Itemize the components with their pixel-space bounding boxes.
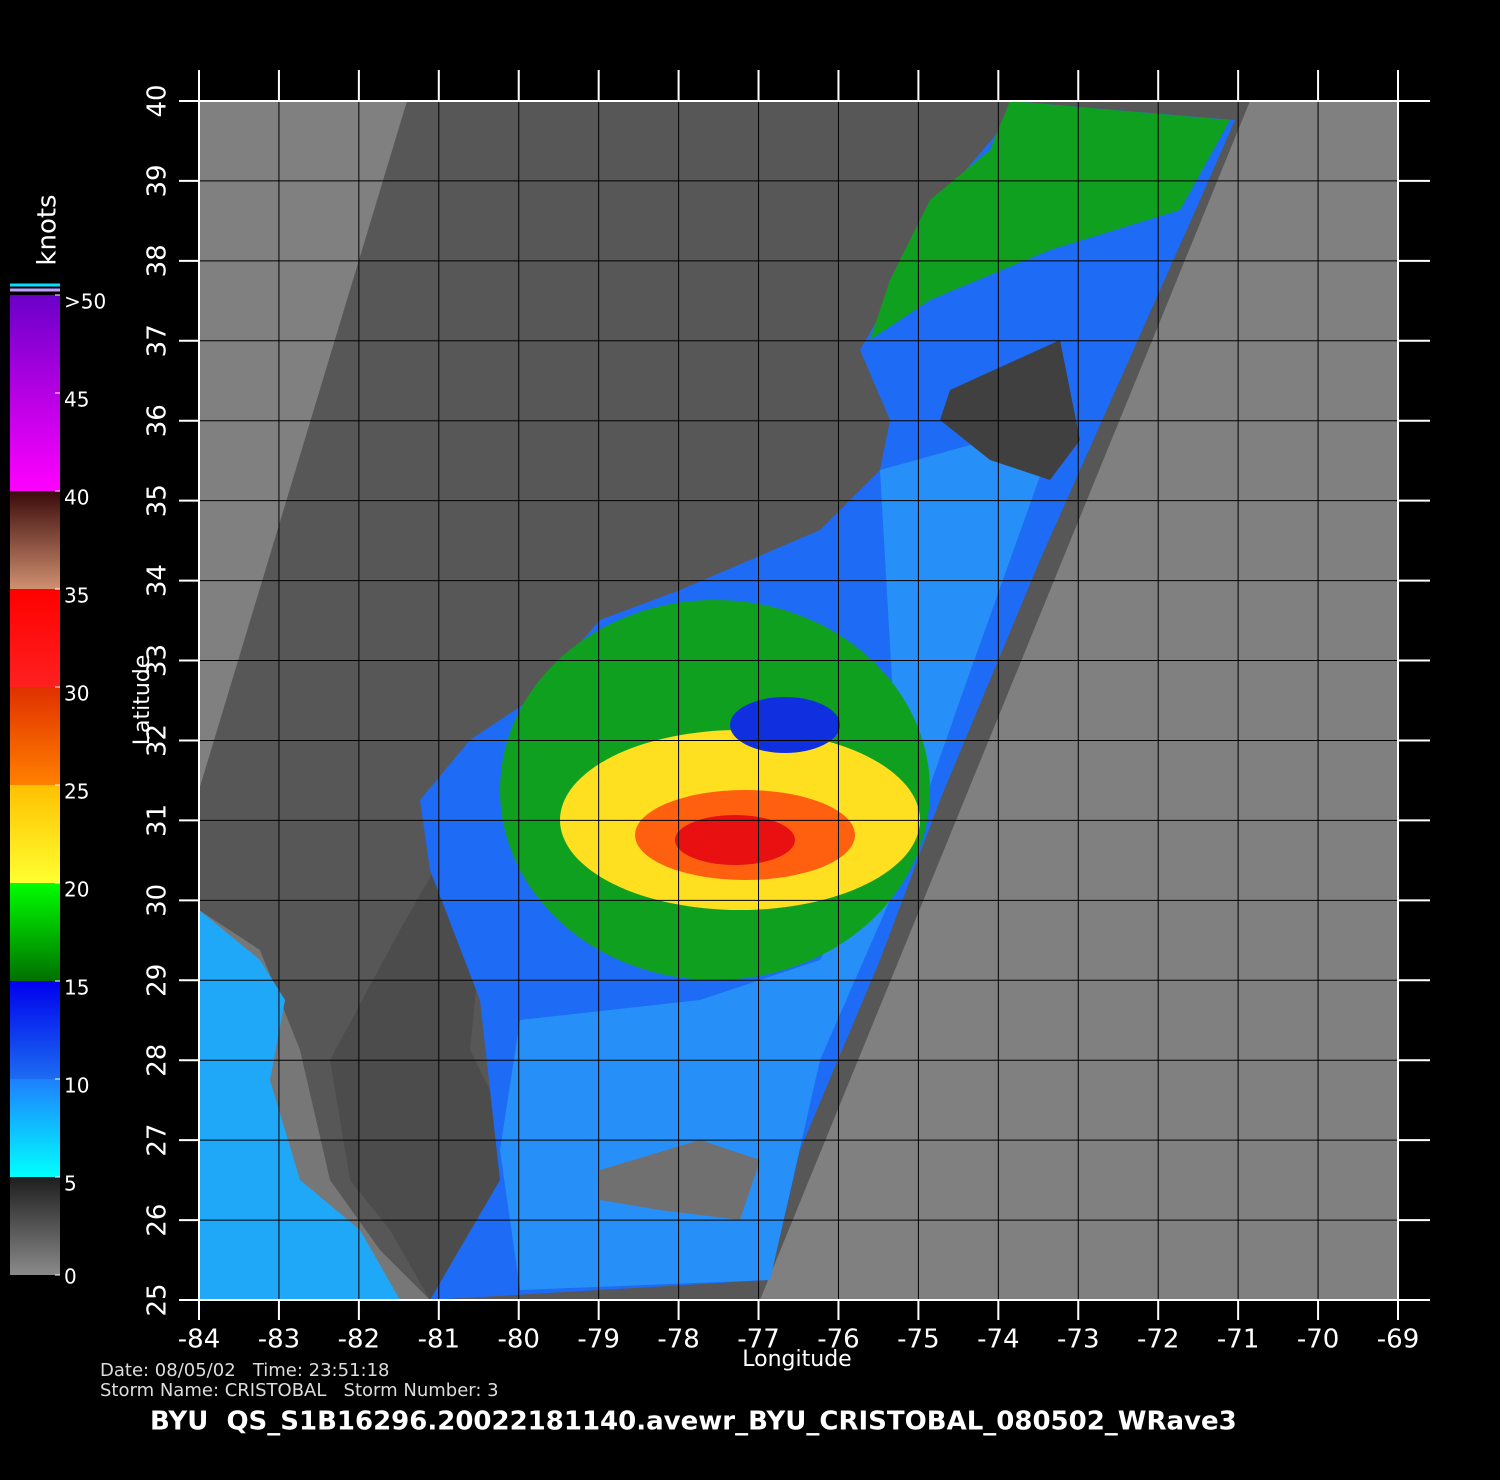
x-tick-label: -74 <box>977 1325 1019 1355</box>
x-tick-label: -75 <box>897 1325 939 1355</box>
x-tick-label: -69 <box>1377 1325 1419 1355</box>
colorbar-label: 5 <box>64 1172 77 1196</box>
y-tick-label: 36 <box>143 404 173 437</box>
x-tick-label: -84 <box>178 1325 220 1355</box>
colorbar <box>10 295 60 1275</box>
colorbar-label: >50 <box>64 290 106 314</box>
colorbar-unit: knots <box>33 194 63 265</box>
y-tick-label: 32 <box>143 724 173 757</box>
calm-patch <box>940 340 1080 480</box>
storm-peak <box>675 815 795 865</box>
y-tick-label: 38 <box>143 244 173 277</box>
colorbar-label: 15 <box>64 976 89 1000</box>
y-tick-label: 29 <box>143 964 173 997</box>
y-tick-label: 35 <box>143 484 173 517</box>
y-tick-label: 34 <box>143 564 173 597</box>
colorbar-label: 30 <box>64 682 89 706</box>
colorbar-label: 45 <box>64 388 89 412</box>
colorbar-label: 35 <box>64 584 89 608</box>
x-tick-label: -79 <box>577 1325 619 1355</box>
gulf-winds <box>199 910 400 1300</box>
bahamas <box>600 1140 760 1220</box>
colorbar-label: 0 <box>64 1265 77 1289</box>
x-tick-label: -71 <box>1217 1325 1259 1355</box>
product-title: BYU QS_S1B16296.20022181140.avewr_BYU_CR… <box>150 1407 1237 1437</box>
light-winds <box>500 420 1060 1290</box>
colorbar-label: 25 <box>64 780 89 804</box>
y-axis-label: Latitude <box>130 655 155 746</box>
x-tick-label: -81 <box>418 1325 460 1355</box>
y-tick-label: 26 <box>143 1204 173 1237</box>
y-tick-label: 33 <box>143 644 173 677</box>
x-tick-label: -82 <box>338 1325 380 1355</box>
y-tick-label: 25 <box>143 1283 173 1316</box>
storm-eye <box>730 697 840 753</box>
plot-frame <box>198 100 1399 1301</box>
x-tick-label: -73 <box>1057 1325 1099 1355</box>
x-axis-label: Longitude <box>742 1347 851 1372</box>
y-tick-label: 37 <box>143 324 173 357</box>
x-tick-label: -72 <box>1137 1325 1179 1355</box>
y-tick-label: 30 <box>143 884 173 917</box>
x-tick-label: -70 <box>1297 1325 1339 1355</box>
storm-info: Storm Name: CRISTOBAL Storm Number: 3 <box>100 1380 499 1401</box>
north-band <box>870 101 1230 340</box>
colorbar-label: 40 <box>64 486 89 510</box>
y-tick-label: 40 <box>143 84 173 117</box>
y-tick-label: 28 <box>143 1044 173 1077</box>
x-tick-label: -78 <box>657 1325 699 1355</box>
x-tick-label: -80 <box>497 1325 539 1355</box>
x-tick-label: -76 <box>817 1325 859 1355</box>
axes <box>179 70 1430 1320</box>
y-tick-label: 27 <box>143 1124 173 1157</box>
colorbar-label: 10 <box>64 1074 89 1098</box>
map-image <box>199 101 1398 1300</box>
x-tick-label: -77 <box>737 1325 779 1355</box>
date-time: Date: 08/05/02 Time: 23:51:18 <box>100 1360 390 1381</box>
y-tick-label: 31 <box>143 804 173 837</box>
x-tick-label: -83 <box>258 1325 300 1355</box>
y-tick-label: 39 <box>143 164 173 197</box>
colorbar-label: 20 <box>64 878 89 902</box>
